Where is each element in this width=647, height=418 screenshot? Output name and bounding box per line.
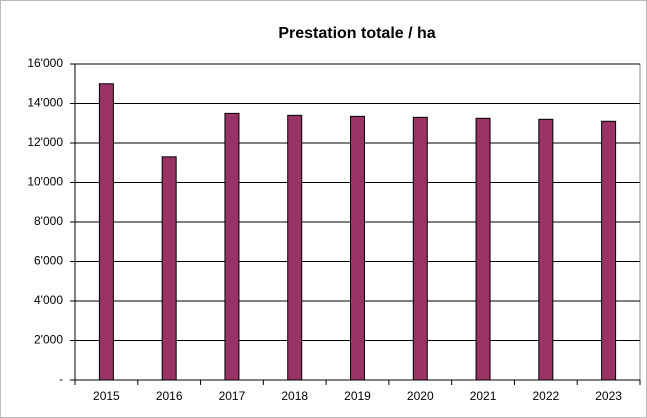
y-tick-label: 12'000 bbox=[27, 135, 63, 149]
chart-title: Prestation totale / ha bbox=[278, 25, 435, 42]
x-tick-label: 2022 bbox=[532, 389, 559, 403]
y-tick-label: - bbox=[59, 372, 63, 386]
bar bbox=[475, 117, 491, 381]
x-tick-label: 2016 bbox=[156, 389, 183, 403]
y-tick-label: 6'000 bbox=[34, 254, 63, 268]
y-tick-label: 4'000 bbox=[34, 293, 63, 307]
bar bbox=[287, 114, 303, 381]
bar bbox=[224, 112, 240, 381]
bar bbox=[601, 120, 617, 381]
y-tick-label: 16'000 bbox=[27, 56, 63, 70]
x-tick-label: 2015 bbox=[93, 389, 120, 403]
bar bbox=[161, 156, 177, 381]
bar bbox=[98, 83, 114, 381]
y-tick-label: 8'000 bbox=[34, 214, 63, 228]
bar bbox=[350, 115, 365, 381]
x-tick-label: 2018 bbox=[281, 389, 308, 403]
x-tick-label: 2021 bbox=[470, 389, 497, 403]
bar bbox=[538, 118, 554, 381]
x-tick-label: 2023 bbox=[595, 389, 622, 403]
x-tick-label: 2020 bbox=[407, 389, 434, 403]
x-tick-label: 2017 bbox=[219, 389, 246, 403]
x-tick-label: 2019 bbox=[344, 389, 371, 403]
y-tick-label: 10'000 bbox=[27, 175, 63, 189]
y-tick-label: 14'000 bbox=[27, 96, 63, 110]
y-tick-label: 2'000 bbox=[34, 333, 63, 347]
bar bbox=[412, 116, 428, 381]
